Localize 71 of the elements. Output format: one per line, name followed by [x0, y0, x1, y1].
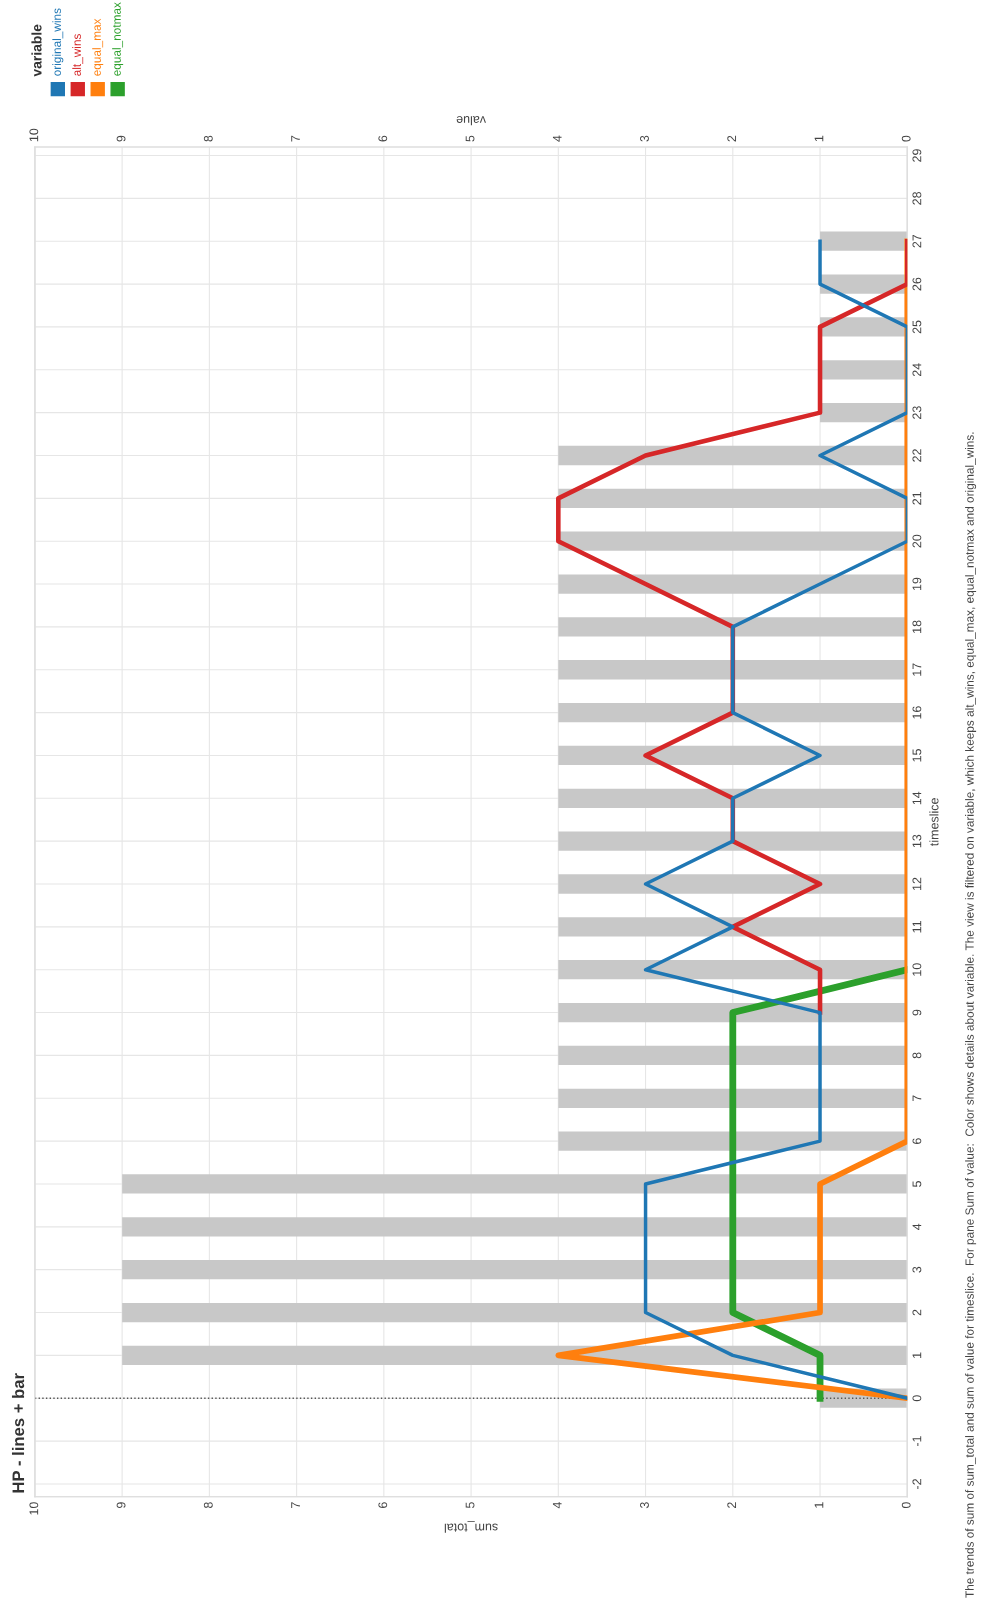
- x-tick-label: 1: [814, 135, 824, 142]
- x2-tick-label: 6: [378, 1502, 388, 1508]
- y-tick-label: 19: [912, 577, 922, 591]
- text: equal_notmax: [112, 2, 124, 76]
- y-tick-label: 6: [912, 1138, 922, 1144]
- x2-axis-title: value: [456, 116, 486, 126]
- bar: [122, 1302, 908, 1323]
- x2-tick-label: 8: [203, 1502, 213, 1509]
- y-tick-label: 23: [912, 406, 922, 419]
- y-tick-label: 9: [912, 1009, 922, 1016]
- text: original_wins: [52, 8, 64, 76]
- y-tick-label: 18: [912, 620, 922, 633]
- x-tick-label: 2: [727, 135, 737, 142]
- x-tick-label: 10: [29, 128, 39, 142]
- text: HP - lines + bar: [11, 1373, 25, 1493]
- y-tick-label: 12: [912, 877, 922, 890]
- y-tick-label: 20: [912, 534, 922, 548]
- text: The trends of sum of sum_total and sum of value for timeslice. For pane Sum of value: Color shows details about variable. The view is filtered on variable, which keeps alt_wins, equal_max, equal_notmax and original_wins.: [965, 432, 977, 1598]
- y-tick-label: 22: [912, 449, 922, 462]
- y-tick-label: -1: [912, 1436, 922, 1447]
- x2-tick-label: 0: [901, 1502, 911, 1509]
- x2-tick-label: 2: [727, 1502, 737, 1508]
- bar: [820, 231, 908, 251]
- x2-tick-label: 3: [640, 1502, 649, 1509]
- y-tick-label: 29: [912, 149, 922, 162]
- y-tick-label: 28: [912, 191, 922, 205]
- y-tick-label: 0: [912, 1395, 922, 1402]
- x-tick-label: 3: [640, 135, 649, 142]
- y-tick-label: 2: [912, 1309, 922, 1316]
- y-tick-label: 24: [912, 363, 922, 377]
- bar: [122, 1217, 908, 1237]
- text: equal_max: [92, 18, 104, 76]
- y-tick-label: 11: [912, 920, 922, 933]
- y-tick-label: 3: [912, 1266, 922, 1273]
- y-tick-label: 14: [912, 791, 922, 805]
- y-tick-label: 8: [912, 1052, 922, 1059]
- y-tick-label: -2: [912, 1479, 922, 1489]
- y-tick-label: 1: [912, 1352, 922, 1358]
- y-tick-label: 26: [912, 277, 922, 291]
- y-tick-label: 5: [912, 1181, 922, 1187]
- x-tick-label: 0: [901, 135, 911, 142]
- x-tick-label: 8: [203, 135, 213, 142]
- y-tick-label: 25: [912, 320, 922, 334]
- bar: [558, 1131, 908, 1151]
- x2-tick-label: 5: [465, 1502, 475, 1509]
- x-axis-title: sum_total: [444, 1521, 498, 1533]
- text: alt_wins: [72, 34, 84, 76]
- x2-tick-label: 4: [552, 1502, 562, 1509]
- bar: [122, 1174, 908, 1194]
- bar: [122, 1260, 908, 1280]
- x2-tick-label: 1: [814, 1502, 824, 1508]
- bar: [122, 1345, 908, 1366]
- y-tick-label: 15: [912, 749, 922, 762]
- y-tick-label: 7: [912, 1095, 922, 1102]
- x2-tick-label: 9: [116, 1502, 126, 1509]
- y-axis-title: timeslice: [929, 798, 939, 846]
- y-tick-label: 17: [912, 663, 922, 676]
- x-tick-label: 4: [552, 135, 562, 142]
- x-tick-label: 6: [378, 135, 388, 142]
- x2-tick-label: 7: [291, 1502, 300, 1508]
- y-tick-label: 4: [912, 1223, 922, 1231]
- x2-tick-label: 10: [29, 1502, 39, 1515]
- x-tick-label: 5: [465, 135, 475, 142]
- y-tick-label: 21: [912, 491, 922, 505]
- legend-title: variable: [31, 24, 42, 77]
- x-tick-label: 9: [116, 135, 126, 142]
- x-tick-label: 7: [291, 135, 300, 142]
- y-tick-label: 27: [912, 234, 922, 248]
- y-tick-label: 13: [912, 834, 922, 848]
- y-tick-label: 10: [912, 963, 922, 976]
- y-tick-label: 16: [912, 706, 922, 719]
